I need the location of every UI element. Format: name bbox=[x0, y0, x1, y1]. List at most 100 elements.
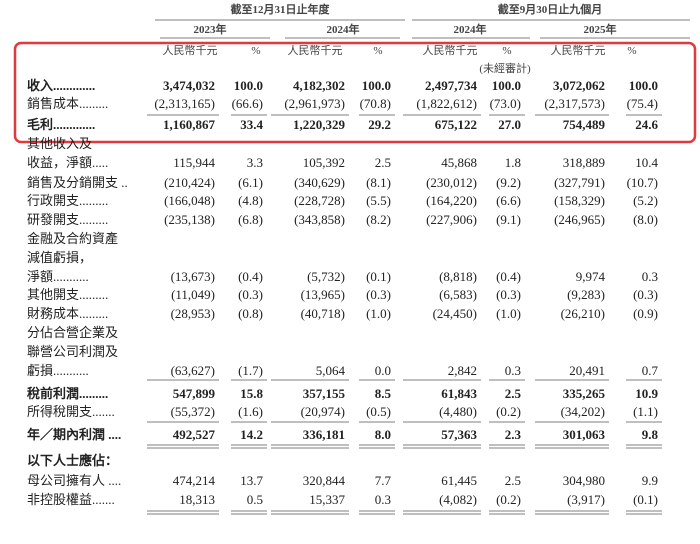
row-label: 其他開支......... bbox=[27, 287, 108, 302]
year-heading: 2024年 bbox=[454, 22, 487, 36]
amount-cell: 15,337 bbox=[309, 492, 345, 507]
unit-heading: % bbox=[251, 45, 260, 57]
amount-cell: (1,822,612) bbox=[416, 96, 477, 111]
amount-cell: 2,842 bbox=[448, 363, 477, 378]
amount-cell: (343,858) bbox=[294, 212, 345, 227]
amount-cell: 45,868 bbox=[441, 155, 477, 170]
percent-cell: 27.0 bbox=[498, 117, 521, 132]
percent-cell: 2.5 bbox=[505, 473, 521, 488]
row-label: 虧損........... bbox=[27, 363, 89, 378]
percent-cell: (10.7) bbox=[627, 175, 658, 190]
percent-cell: (6.1) bbox=[238, 175, 263, 190]
percent-cell: (0.3) bbox=[366, 287, 391, 302]
row-label: 財務成本......... bbox=[27, 306, 108, 321]
amount-cell: 1,220,329 bbox=[293, 117, 346, 132]
amount-cell: 105,392 bbox=[303, 155, 345, 170]
percent-cell: (9.1) bbox=[496, 212, 521, 227]
row-label: 銷售及分銷開支 .. bbox=[27, 175, 128, 190]
row-label: 行政開支......... bbox=[27, 193, 108, 208]
row-label: 母公司擁有人 .... bbox=[27, 473, 121, 488]
percent-cell: 24.6 bbox=[635, 117, 658, 132]
amount-cell: 301,063 bbox=[563, 427, 606, 442]
amount-cell: (327,791) bbox=[554, 175, 605, 190]
amount-cell: (2,317,573) bbox=[544, 96, 605, 111]
amount-cell: (20,974) bbox=[301, 404, 345, 419]
percent-cell: (1.0) bbox=[366, 306, 391, 321]
percent-cell: (1.1) bbox=[633, 404, 658, 419]
group-heading: 截至12月31日止年度 bbox=[231, 2, 331, 16]
percent-cell: (8.1) bbox=[366, 175, 391, 190]
amount-cell: 18,313 bbox=[179, 492, 215, 507]
percent-cell: (9.2) bbox=[496, 175, 521, 190]
group-heading: 截至9月30日止九個月 bbox=[498, 2, 603, 16]
amount-cell: 336,181 bbox=[303, 427, 345, 442]
unit-heading: 人民幣千元 bbox=[551, 44, 606, 57]
percent-cell: (1.6) bbox=[238, 404, 263, 419]
amount-cell: (228,728) bbox=[294, 193, 345, 208]
amount-cell: (26,210) bbox=[561, 306, 605, 321]
amount-cell: 320,844 bbox=[303, 473, 346, 488]
row-label: 銷售成本......... bbox=[27, 96, 108, 111]
amount-cell: (5,732) bbox=[307, 269, 345, 284]
percent-cell: 9.8 bbox=[642, 427, 659, 442]
percent-cell: 2.5 bbox=[505, 386, 522, 401]
amount-cell: (230,012) bbox=[426, 175, 477, 190]
percent-cell: 0.5 bbox=[247, 492, 263, 507]
unit-heading: 人民幣千元 bbox=[163, 44, 218, 57]
percent-cell: 33.4 bbox=[240, 117, 263, 132]
percent-cell: 8.5 bbox=[375, 386, 392, 401]
percent-cell: (0.8) bbox=[238, 306, 263, 321]
percent-cell: (70.8) bbox=[360, 96, 391, 111]
row-label: 金融及合約資產 bbox=[27, 231, 118, 246]
amount-cell: (28,953) bbox=[171, 306, 215, 321]
percent-cell: (5.5) bbox=[366, 193, 391, 208]
percent-cell: 0.7 bbox=[642, 363, 659, 378]
percent-cell: 9.9 bbox=[642, 473, 658, 488]
percent-cell: 2.3 bbox=[505, 427, 522, 442]
amount-cell: 4,182,302 bbox=[293, 78, 345, 93]
percent-cell: (0.9) bbox=[633, 306, 658, 321]
percent-cell: (75.4) bbox=[627, 96, 658, 111]
year-heading: 2024年 bbox=[327, 22, 360, 36]
amount-cell: (3,917) bbox=[567, 492, 605, 507]
amount-cell: 3,474,032 bbox=[163, 78, 215, 93]
percent-cell: (0.4) bbox=[496, 269, 521, 284]
unit-heading: % bbox=[373, 45, 382, 57]
amount-cell: 754,489 bbox=[563, 117, 606, 132]
amount-cell: (2,961,973) bbox=[284, 96, 345, 111]
percent-cell: 100.0 bbox=[362, 78, 391, 93]
percent-cell: 1.8 bbox=[505, 155, 521, 170]
amount-cell: (40,718) bbox=[301, 306, 345, 321]
percent-cell: 10.9 bbox=[635, 386, 658, 401]
amount-cell: (4,480) bbox=[439, 404, 477, 419]
percent-cell: (0.3) bbox=[633, 287, 658, 302]
percent-cell: (66.6) bbox=[232, 96, 263, 111]
percent-cell: (8.0) bbox=[633, 212, 658, 227]
row-label: 分佔合營企業及 bbox=[27, 325, 118, 340]
amount-cell: (166,048) bbox=[164, 193, 215, 208]
amount-cell: (9,283) bbox=[567, 287, 605, 302]
unit-heading: 人民幣千元 bbox=[423, 44, 478, 57]
row-label: 減值虧損， bbox=[27, 250, 92, 265]
percent-cell: 13.7 bbox=[240, 473, 263, 488]
unit-heading: 人民幣千元 bbox=[288, 44, 343, 57]
row-label: 淨額........... bbox=[27, 269, 89, 284]
amount-cell: (210,424) bbox=[164, 175, 215, 190]
amount-cell: 335,265 bbox=[563, 386, 606, 401]
amount-cell: (340,629) bbox=[294, 175, 345, 190]
amount-cell: (13,673) bbox=[171, 269, 215, 284]
percent-cell: (6.6) bbox=[496, 193, 521, 208]
percent-cell: 0.3 bbox=[642, 269, 658, 284]
amount-cell: (6,583) bbox=[439, 287, 477, 302]
percent-cell: 8.0 bbox=[375, 427, 391, 442]
amount-cell: 61,445 bbox=[441, 473, 477, 488]
amount-cell: (235,138) bbox=[164, 212, 215, 227]
amount-cell: (13,965) bbox=[301, 287, 345, 302]
row-label: 收入............. bbox=[27, 78, 95, 93]
year-heading: 2025年 bbox=[584, 22, 617, 36]
amount-cell: (63,627) bbox=[171, 363, 215, 378]
amount-cell: 1,160,867 bbox=[163, 117, 216, 132]
percent-cell: (8.2) bbox=[366, 212, 391, 227]
percent-cell: 0.0 bbox=[375, 363, 391, 378]
